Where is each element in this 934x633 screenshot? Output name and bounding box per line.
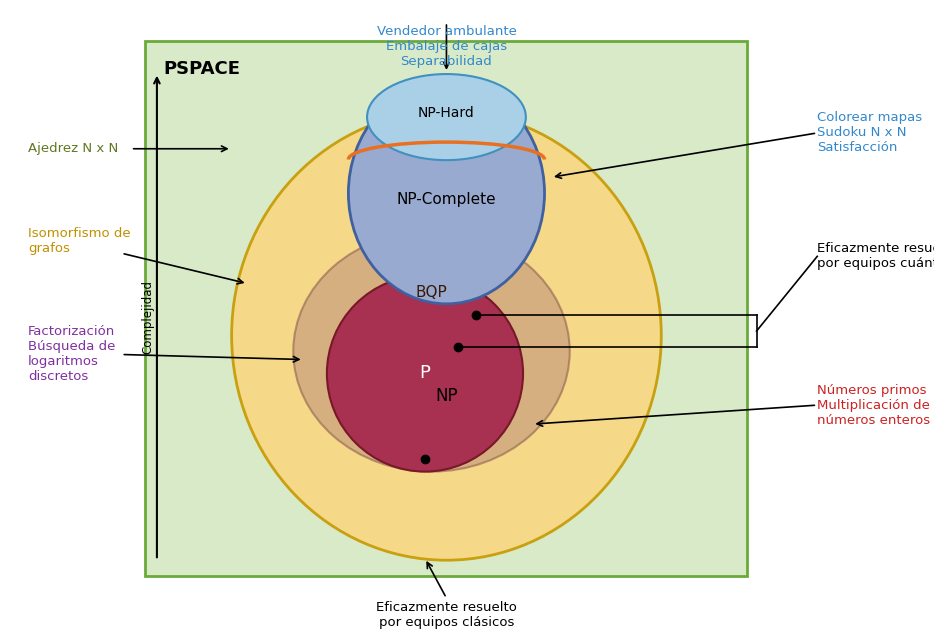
Ellipse shape xyxy=(327,275,523,472)
Ellipse shape xyxy=(232,111,661,560)
Text: P: P xyxy=(419,365,431,382)
Text: Isomorfismo de
grafos: Isomorfismo de grafos xyxy=(28,227,131,254)
Text: NP: NP xyxy=(435,387,458,404)
Text: Ajedrez N x N: Ajedrez N x N xyxy=(28,142,119,155)
Text: Complejidad: Complejidad xyxy=(141,280,154,353)
Text: Vendedor ambulante
Embalaje de cajas
Separabilidad: Vendedor ambulante Embalaje de cajas Sep… xyxy=(376,25,517,68)
Text: Eficazmente resuelto
por equipos cuánticos: Eficazmente resuelto por equipos cuántic… xyxy=(817,242,934,270)
Text: Colorear mapas
Sudoku N x N
Satisfacción: Colorear mapas Sudoku N x N Satisfacción xyxy=(817,111,923,154)
Text: NP-Hard: NP-Hard xyxy=(418,106,474,120)
Text: Números primos
Multiplicación de
números enteros: Números primos Multiplicación de números… xyxy=(817,384,930,427)
Text: Factorización
Búsqueda de
logaritmos
discretos: Factorización Búsqueda de logaritmos dis… xyxy=(28,325,116,384)
Text: BQP: BQP xyxy=(416,285,447,300)
Ellipse shape xyxy=(348,82,545,304)
Ellipse shape xyxy=(367,74,526,160)
Text: PSPACE: PSPACE xyxy=(163,60,240,78)
Ellipse shape xyxy=(293,231,570,472)
Bar xyxy=(145,41,747,576)
Text: Eficazmente resuelto
por equipos clásicos: Eficazmente resuelto por equipos clásico… xyxy=(376,601,517,629)
Text: NP-Complete: NP-Complete xyxy=(397,192,496,207)
